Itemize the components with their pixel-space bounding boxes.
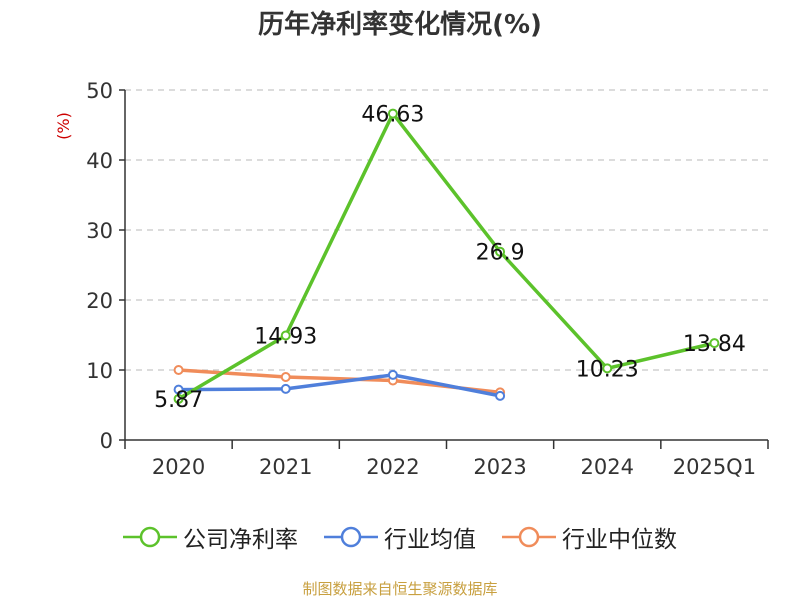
x-tick-label: 2024 [581,455,634,479]
legend-label: 公司净利率 [183,527,298,553]
y-tick-label: 20 [86,289,113,313]
data-point [602,363,613,374]
data-label: 13.84 [683,332,746,357]
legend-item-0[interactable]: 公司净利率 [123,520,298,554]
x-tick-label: 2023 [473,455,526,479]
data-labels: 5.87 14.93 46.63 26.9 10.23 13.84 [154,103,746,413]
legend-marker-icon [324,526,378,548]
axes: 0 10 20 30 40 50 (%) 2020 2021 2022 2023 2024 2025Q1 [54,79,769,479]
data-point [495,246,506,257]
x-tick-label: 2022 [366,455,419,479]
series-line-0 [177,111,715,401]
data-label: 46.63 [361,103,424,128]
data-label: 10.23 [576,357,639,382]
x-tick-label: 2021 [259,455,312,479]
x-tick-label: 2020 [152,455,205,479]
data-point [387,108,398,119]
y-tick-label: 40 [86,149,113,173]
y-tick-label: 0 [100,429,113,453]
y-tick-label: 50 [86,79,113,103]
series-line-1 [178,373,501,398]
data-label: 5.87 [154,388,203,413]
data-point [387,369,398,380]
data-point [280,372,291,382]
y-axis-unit: (%) [54,112,73,140]
y-tick-label: 30 [86,219,113,243]
data-label: 14.93 [254,324,317,349]
y-tick-label: 10 [86,359,113,383]
data-point [173,384,184,395]
data-point [173,365,184,375]
x-tick-label: 2025Q1 [673,455,756,479]
legend-label: 行业中位数 [562,527,677,553]
legend-marker-icon [123,526,177,548]
data-point [280,383,291,394]
grid-lines [125,89,768,371]
data-point [495,390,506,401]
chart-title: 历年净利率变化情况(%) [258,10,542,40]
data-point [709,338,720,349]
legend-label: 行业均值 [384,527,476,553]
source-note: 制图数据来自恒生聚源数据库 [302,580,498,598]
data-label: 26.9 [476,241,525,266]
series-lines [173,108,720,404]
legend: 公司净利率 行业均值 行业中位数 [0,519,800,555]
data-point [173,393,184,404]
legend-item-2[interactable]: 行业中位数 [502,520,677,554]
data-point [280,330,291,341]
legend-item-1[interactable]: 行业均值 [324,520,476,554]
legend-marker-icon [502,526,556,548]
